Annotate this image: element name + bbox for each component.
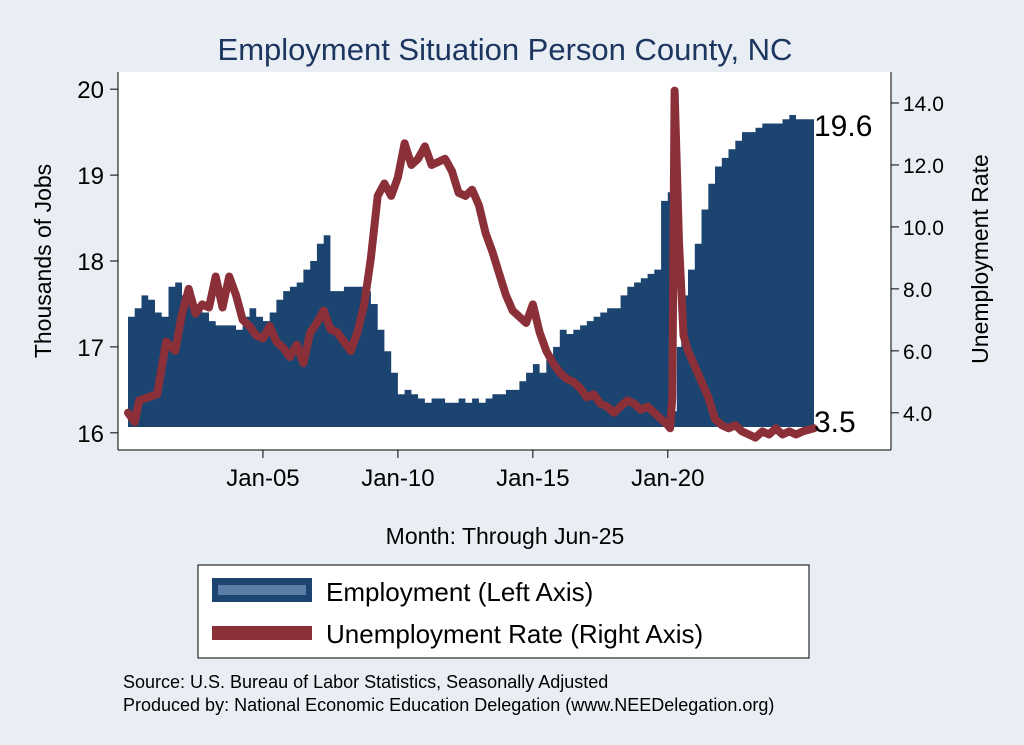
x-tick-label: Jan-15: [496, 465, 569, 492]
left-tick-label: 18: [77, 249, 104, 276]
legend: Employment (Left Axis) Unemployment Rate…: [197, 564, 810, 659]
legend-label-unemployment: Unemployment Rate (Right Axis): [326, 619, 703, 649]
x-axis-ticks: Jan-05 Jan-10 Jan-15 Jan-20: [226, 450, 704, 492]
x-tick-label: Jan-20: [631, 465, 704, 492]
right-axis-ticks: 14.0 12.0 10.0 8.0 6.0 4.0: [891, 93, 944, 426]
x-tick-label: Jan-05: [226, 465, 299, 492]
right-tick-label: 12.0: [903, 155, 944, 178]
right-axis-title: Unemployment Rate: [967, 154, 993, 364]
right-tick-label: 4.0: [903, 403, 932, 426]
legend-label-employment: Employment (Left Axis): [326, 577, 593, 607]
left-axis-title: Thousands of Jobs: [30, 164, 56, 358]
unemployment-line-layer: [124, 86, 818, 442]
x-tick-label: Jan-10: [361, 465, 434, 492]
right-tick-label: 6.0: [903, 341, 932, 364]
unemployment-line: [124, 86, 818, 442]
producer-note: Produced by: National Economic Education…: [123, 695, 774, 715]
unemployment-end-label: 3.5: [814, 406, 856, 439]
left-tick-label: 19: [77, 163, 104, 190]
left-axis-ticks: 20 19 18 17 16: [77, 77, 118, 448]
left-tick-label: 16: [77, 421, 104, 448]
left-tick-label: 17: [77, 335, 104, 362]
x-axis-title: Month: Through Jun-25: [386, 523, 625, 549]
legend-swatch-employment-inner: [218, 585, 306, 595]
left-tick-label: 20: [77, 77, 104, 104]
right-tick-label: 14.0: [903, 93, 944, 116]
right-tick-label: 8.0: [903, 279, 932, 302]
source-note: Source: U.S. Bureau of Labor Statistics,…: [123, 672, 608, 692]
employment-end-label: 19.6: [814, 110, 872, 143]
legend-swatch-unemployment: [212, 626, 312, 640]
right-tick-label: 10.0: [903, 217, 944, 240]
chart-title: Employment Situation Person County, NC: [218, 32, 793, 67]
